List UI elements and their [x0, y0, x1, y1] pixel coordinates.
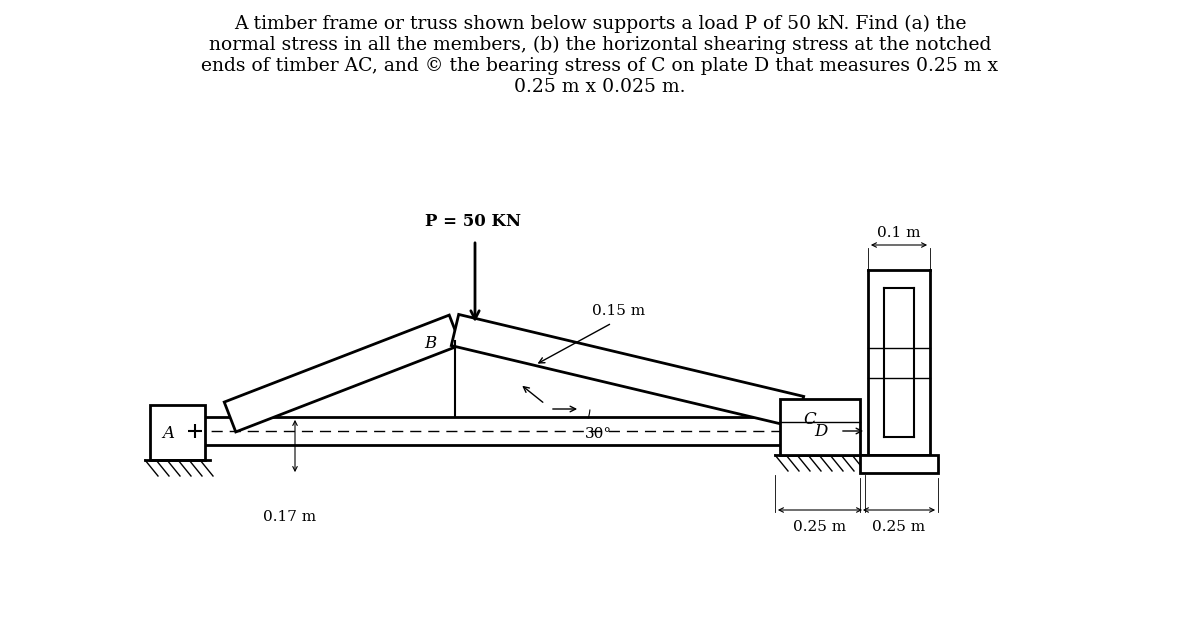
Bar — [860, 455, 938, 473]
Text: D: D — [815, 422, 828, 440]
Text: B: B — [424, 335, 436, 352]
Polygon shape — [224, 315, 461, 432]
Text: A timber frame or truss shown below supports a load P of 50 kN. Find (a) the
nor: A timber frame or truss shown below supp… — [202, 15, 998, 96]
Text: 30°: 30° — [586, 427, 612, 441]
Text: 0.15 m: 0.15 m — [592, 304, 646, 318]
Text: 0.25 m: 0.25 m — [793, 520, 846, 534]
Bar — [780, 399, 860, 455]
Text: 0.25 m: 0.25 m — [872, 520, 925, 534]
Text: P = 50 KN: P = 50 KN — [425, 213, 521, 230]
Text: 0.17 m: 0.17 m — [264, 510, 317, 524]
Text: 0.1 m: 0.1 m — [877, 226, 920, 240]
Bar — [150, 405, 205, 460]
Polygon shape — [451, 314, 804, 427]
Text: C: C — [804, 410, 816, 427]
Text: A: A — [162, 424, 174, 442]
